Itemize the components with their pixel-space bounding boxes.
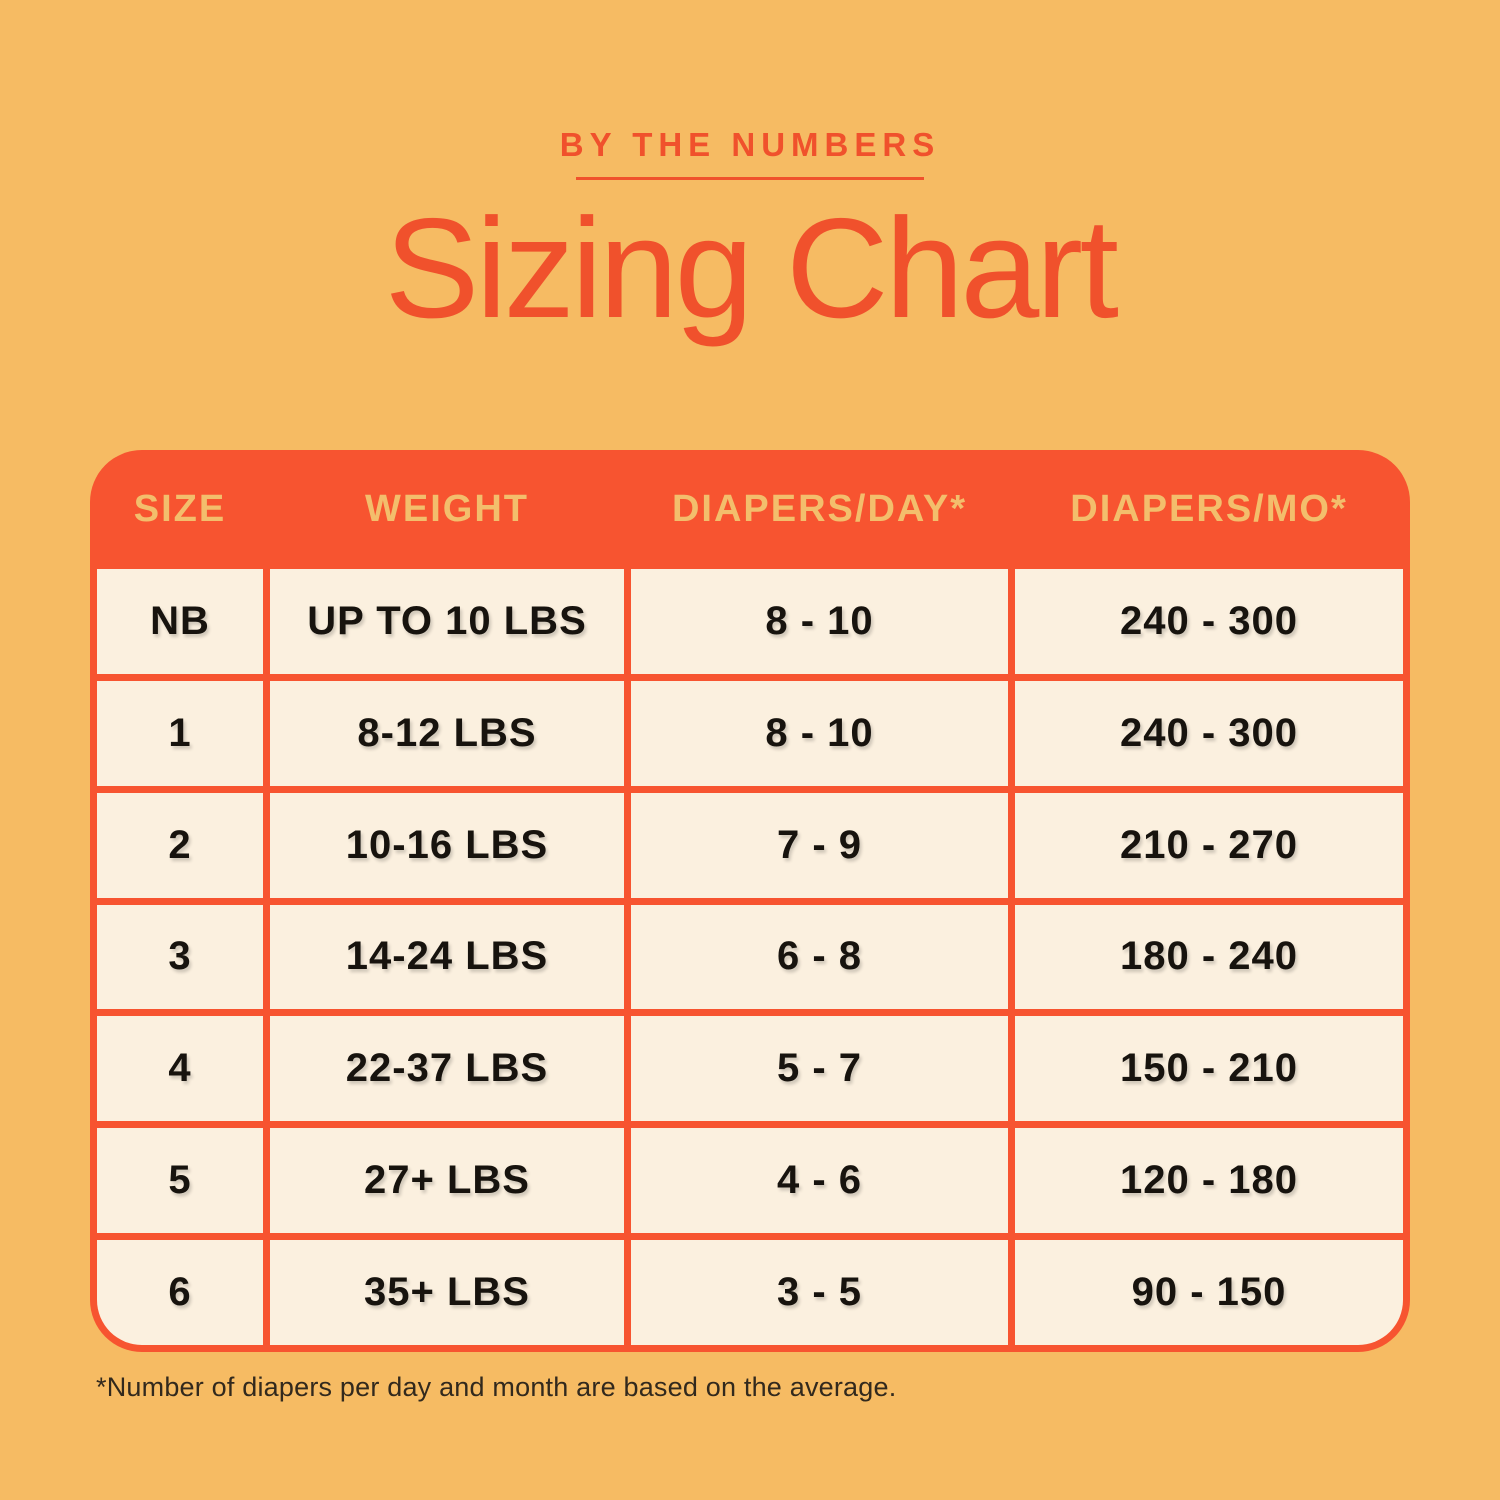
table-header-row: SIZE WEIGHT DIAPERS/DAY* DIAPERS/MO* bbox=[97, 457, 1403, 562]
table-cell-diapers-mo-row5: 120 - 180 bbox=[1015, 1128, 1403, 1234]
table-cell-diapers-day-row3: 6 - 8 bbox=[631, 904, 1008, 1010]
table-cell-diapers-day-row1: 8 - 10 bbox=[631, 680, 1008, 786]
table-cell-diapers-day-row2: 7 - 9 bbox=[631, 792, 1008, 898]
table-cell-weight-row3: 14-24 LBS bbox=[270, 904, 624, 1010]
table-cell-diapers-day-row0: 8 - 10 bbox=[631, 569, 1008, 674]
table-cell-diapers-mo-row3: 180 - 240 bbox=[1015, 904, 1403, 1010]
table-cell-size-row4: 4 bbox=[97, 1016, 263, 1122]
table-cell-size-row6: 6 bbox=[97, 1240, 263, 1345]
table-cell-weight-row4: 22-37 LBS bbox=[270, 1016, 624, 1122]
sizing-table: SIZE WEIGHT DIAPERS/DAY* DIAPERS/MO* NB U… bbox=[90, 450, 1410, 1352]
table-cell-weight-row2: 10-16 LBS bbox=[270, 792, 624, 898]
table-cell-size-row2: 2 bbox=[97, 792, 263, 898]
title-divider bbox=[576, 177, 924, 180]
table-cell-diapers-mo-row6: 90 - 150 bbox=[1015, 1240, 1403, 1345]
page-title: Sizing Chart bbox=[384, 189, 1119, 348]
table-cell-diapers-day-row6: 3 - 5 bbox=[631, 1240, 1008, 1345]
table-cell-diapers-mo-row0: 240 - 300 bbox=[1015, 569, 1403, 674]
footnote: *Number of diapers per day and month are… bbox=[96, 1372, 897, 1402]
column-header-weight: WEIGHT bbox=[365, 488, 529, 530]
table-cell-size-row3: 3 bbox=[97, 904, 263, 1010]
column-header-size: SIZE bbox=[133, 488, 227, 530]
column-header-diapers-day: DIAPERS/DAY* bbox=[671, 488, 967, 530]
table-cell-size-row0: NB bbox=[97, 569, 263, 674]
table-cell-weight-row0: UP TO 10 LBS bbox=[270, 569, 624, 674]
table-cell-diapers-mo-row1: 240 - 300 bbox=[1015, 680, 1403, 786]
column-header-diapers-mo: DIAPERS/MO* bbox=[1070, 488, 1348, 530]
table-cell-size-row5: 5 bbox=[97, 1128, 263, 1234]
table-cell-diapers-mo-row4: 150 - 210 bbox=[1015, 1016, 1403, 1122]
table-cell-weight-row5: 27+ LBS bbox=[270, 1128, 624, 1234]
table-cell-diapers-day-row4: 5 - 7 bbox=[631, 1016, 1008, 1122]
table-cell-size-row1: 1 bbox=[97, 680, 263, 786]
table-cell-diapers-day-row5: 4 - 6 bbox=[631, 1128, 1008, 1234]
table-cell-weight-row6: 35+ LBS bbox=[270, 1240, 624, 1345]
table-cell-weight-row1: 8-12 LBS bbox=[270, 680, 624, 786]
table-cell-diapers-mo-row2: 210 - 270 bbox=[1015, 792, 1403, 898]
eyebrow-label: BY THE NUMBERS bbox=[559, 126, 941, 163]
